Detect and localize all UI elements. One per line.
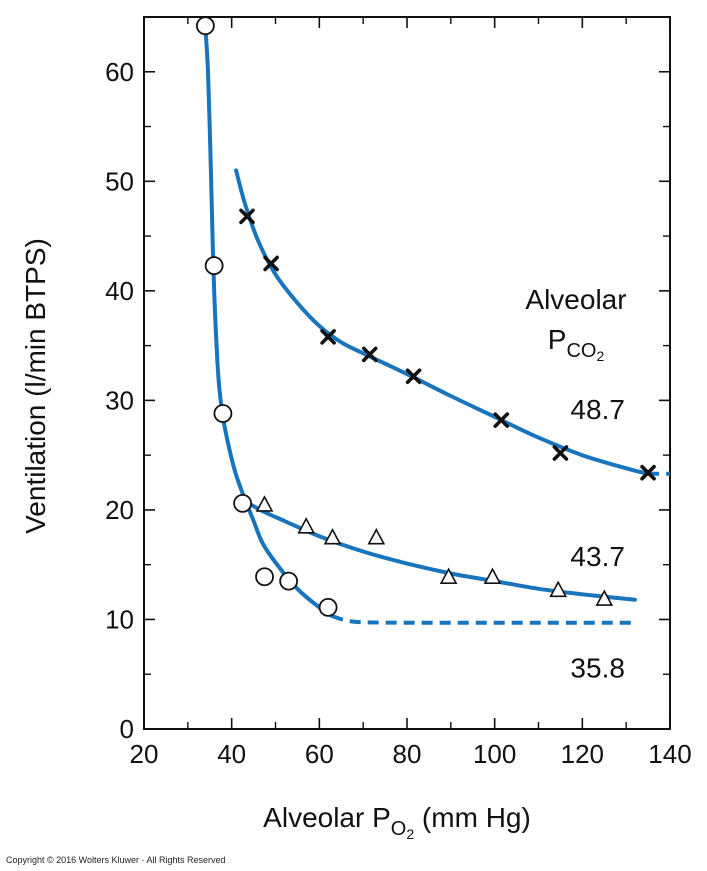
marker-35.8-3	[233, 493, 253, 513]
series-label-48.7: 48.7	[570, 394, 625, 425]
legend-title-2: 2	[596, 348, 604, 364]
y-tick-label-50: 50	[105, 166, 134, 196]
data-markers	[195, 16, 656, 617]
x-tick-label-120: 120	[561, 739, 604, 769]
tick-labels: 20 40 60 80 100 120 140 0 10 20 30 40 50 60 48.7 43.7 35…	[105, 57, 692, 769]
y-tick-label-30: 30	[105, 385, 134, 415]
marker-43.7-6	[549, 580, 568, 598]
legend-title-co: CO	[566, 340, 596, 362]
x-axis-title-unit: (mm Hg)	[414, 802, 531, 833]
series-label-43.7: 43.7	[570, 541, 625, 572]
curve-solid-35.8	[203, 26, 335, 619]
series-label-35.8: 35.8	[570, 653, 625, 684]
marker-48.7-3	[361, 346, 378, 363]
x-tick-label-80: 80	[393, 739, 422, 769]
marker-43.7-7	[595, 589, 614, 606]
marker-48.7-1	[263, 255, 279, 272]
marker-35.8-4	[255, 567, 274, 587]
marker-48.7-6	[552, 445, 569, 461]
y-tick-label-60: 60	[105, 57, 134, 87]
marker-48.7-7	[640, 464, 656, 481]
marker-48.7-2	[320, 329, 336, 345]
marker-43.7-5	[483, 567, 502, 585]
marker-35.8-5	[279, 571, 299, 591]
x-axis-title-sub: O	[391, 818, 407, 840]
marker-43.7-1	[297, 517, 316, 534]
y-axis-title: Ventilation (l/min BTPS)	[20, 238, 51, 534]
x-tick-label-100: 100	[473, 739, 516, 769]
marker-35.8-6	[318, 598, 338, 617]
marker-35.8-2	[213, 404, 233, 423]
x-tick-label-140: 140	[648, 739, 691, 769]
marker-43.7-3	[367, 528, 386, 545]
y-tick-label-0: 0	[120, 714, 134, 744]
x-tick-label-60: 60	[305, 739, 334, 769]
marker-48.7-0	[239, 208, 255, 225]
curve-solid-48.7	[234, 168, 651, 476]
marker-43.7-4	[439, 567, 458, 585]
marker-35.8-0	[195, 16, 215, 36]
x-axis-title: Alveolar PO2 (mm Hg)	[263, 802, 531, 842]
marker-43.7-2	[323, 528, 342, 545]
marker-35.8-1	[204, 256, 224, 276]
copyright-notice: Copyright © 2016 Wolters Kluwer · All Ri…	[6, 855, 226, 865]
x-axis-title-main: Alveolar P	[263, 802, 391, 833]
fit-curves	[203, 26, 670, 625]
curve-solid-43.7	[242, 499, 637, 602]
y-tick-label-10: 10	[105, 604, 134, 634]
x-axis-title-subsub: 2	[406, 826, 414, 842]
marker-43.7-0	[255, 495, 274, 512]
legend-title-p: P	[548, 324, 567, 355]
marker-48.7-5	[493, 412, 510, 428]
curve-dashed-35.8	[331, 614, 635, 625]
legend-title-line1: Alveolar	[525, 284, 626, 315]
legend-title-line2: PCO2	[548, 324, 605, 364]
x-tick-label-40: 40	[217, 739, 246, 769]
marker-48.7-4	[405, 368, 422, 385]
y-tick-label-40: 40	[105, 276, 134, 306]
y-tick-label-20: 20	[105, 495, 134, 525]
x-tick-label-20: 20	[130, 739, 159, 769]
axis-ticks	[143, 17, 671, 730]
